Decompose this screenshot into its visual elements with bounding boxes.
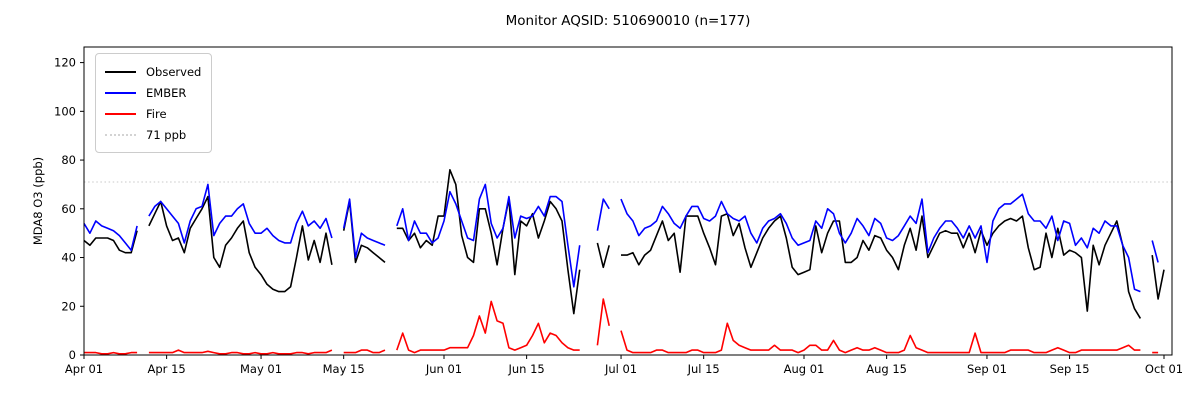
legend-item-threshold: 71 ppb: [105, 124, 201, 145]
fire-line: [84, 298, 1159, 355]
x-tick-label: Jul 01: [604, 362, 637, 376]
x-tick-label: Jul 15: [687, 362, 720, 376]
y-tick-label: 120: [54, 56, 76, 70]
axes-frame: [83, 46, 1173, 356]
legend-label-fire: Fire: [146, 106, 167, 121]
y-tick-label: 80: [61, 153, 76, 167]
y-tick-label: 100: [54, 104, 76, 118]
legend-item-fire: Fire: [105, 103, 201, 124]
x-tick-label: Aug 01: [784, 362, 825, 376]
chart-title: Monitor AQSID: 510690010 (n=177): [505, 13, 751, 29]
x-tick-label: Sep 15: [1050, 362, 1090, 376]
x-tick-label: Apr 15: [148, 362, 186, 376]
y-tick-label: 60: [61, 202, 76, 216]
x-tick-label: Sep 01: [967, 362, 1007, 376]
x-tick-label: May 15: [323, 362, 365, 376]
x-tick-label: May 01: [240, 362, 282, 376]
legend-item-ember: EMBER: [105, 82, 201, 103]
observed-line-sample: [105, 70, 136, 73]
y-axis-label: MDA8 O3 (ppb): [31, 156, 45, 246]
legend-item-observed: Observed: [105, 61, 201, 82]
y-tick-label: 40: [61, 251, 76, 265]
ember-line: [83, 183, 1159, 293]
legend-label-ember: EMBER: [146, 85, 187, 100]
legend-label-threshold: 71 ppb: [146, 127, 187, 142]
x-tick-label: Jun 01: [425, 362, 462, 376]
threshold-line-sample: [105, 133, 136, 136]
x-tick-label: Oct 01: [1145, 362, 1183, 376]
legend-label-observed: Observed: [146, 64, 202, 79]
x-tick-label: Apr 01: [65, 362, 103, 376]
observed-line: [83, 169, 1165, 319]
legend: Observed EMBER Fire 71 ppb: [95, 53, 213, 153]
x-tick-label: Aug 15: [866, 362, 907, 376]
ember-line-sample: [105, 91, 136, 94]
y-tick-label: 20: [61, 299, 76, 313]
y-tick-label: 0: [69, 348, 76, 362]
x-tick-label: Jun 15: [507, 362, 544, 376]
fire-line-sample: [105, 112, 136, 115]
